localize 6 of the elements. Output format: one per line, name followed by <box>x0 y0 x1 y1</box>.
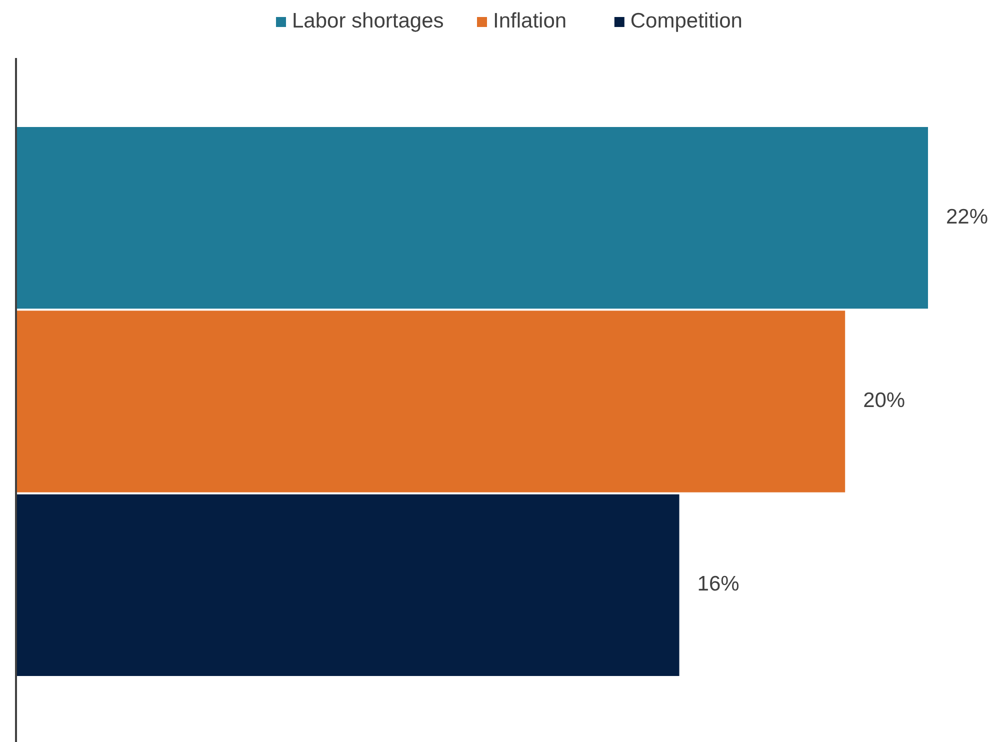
data-label: 22% <box>946 205 988 228</box>
legend-label: Labor shortages <box>292 10 444 33</box>
legend-label: Competition <box>630 10 742 33</box>
data-label: 20% <box>863 389 906 412</box>
data-label: 16% <box>697 572 740 596</box>
legend-label: Inflation <box>493 10 567 33</box>
